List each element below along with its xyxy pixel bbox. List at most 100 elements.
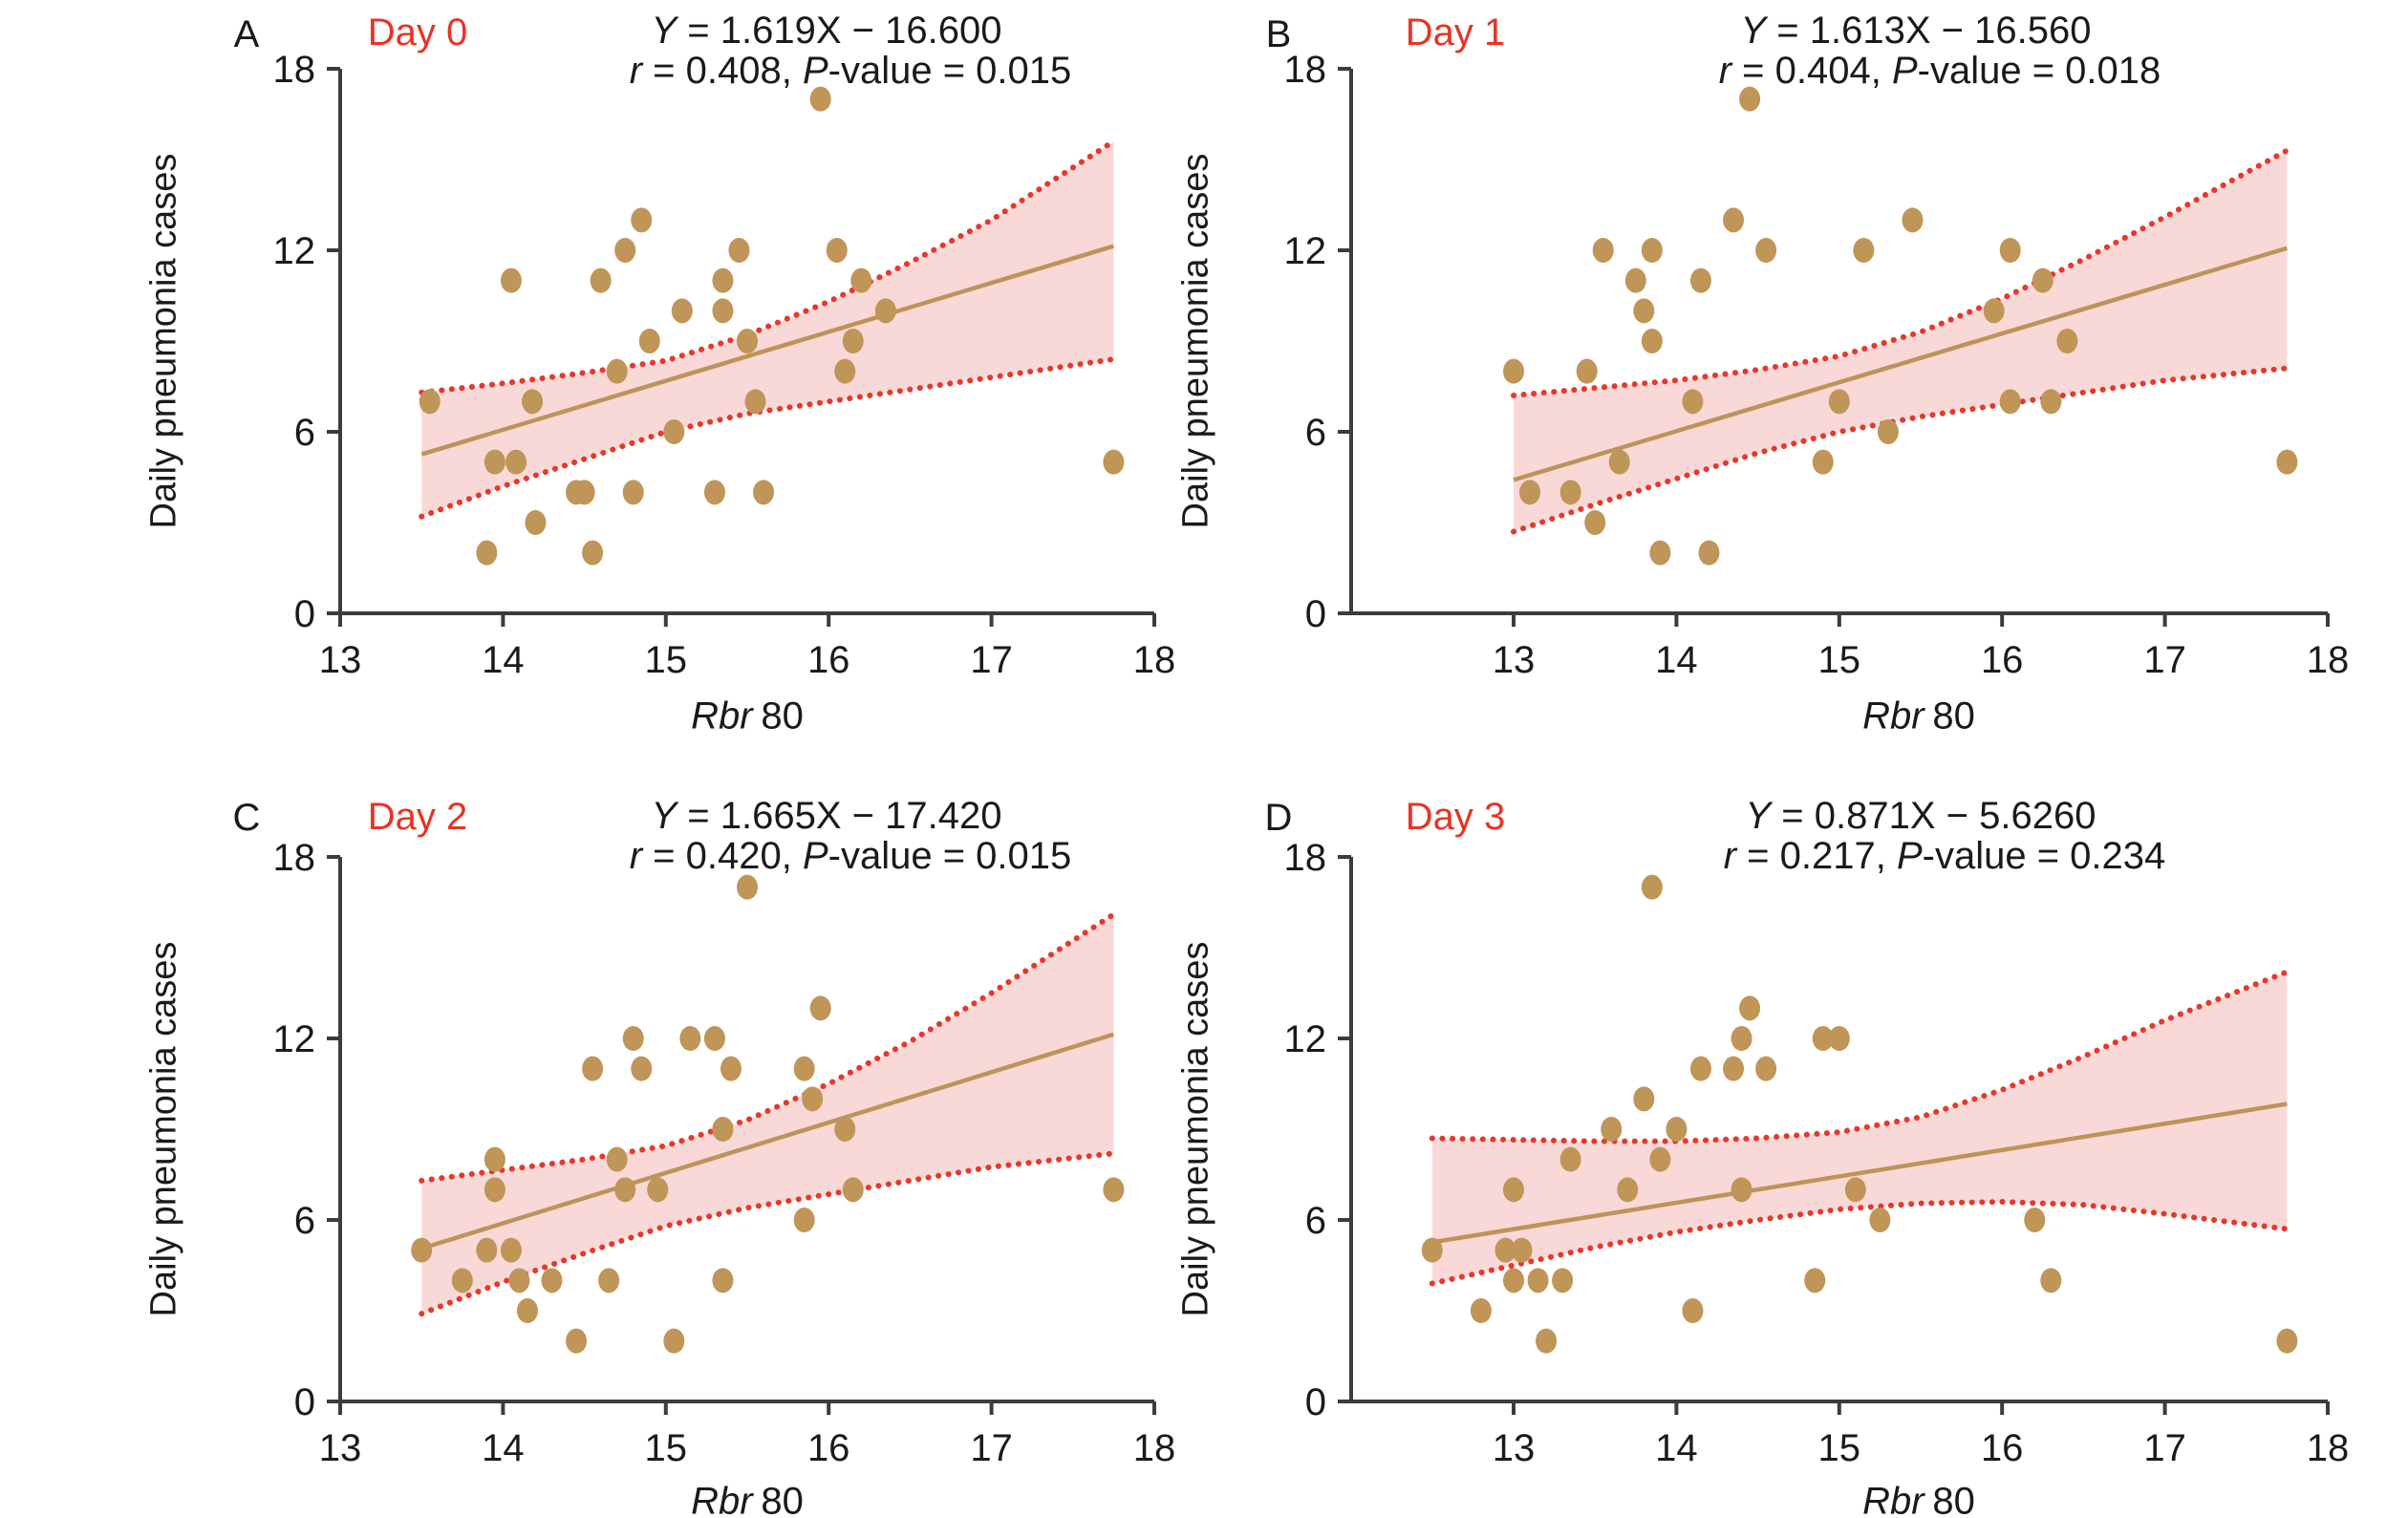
data-point — [1633, 298, 1655, 324]
panel-b-plot: 0 6 12 18 13 14 15 16 17 18 — [1284, 49, 2350, 681]
data-point — [419, 389, 441, 415]
x-tick-label: 16 — [1981, 1427, 2024, 1469]
data-point — [744, 389, 766, 415]
y-tick-label: 6 — [1305, 1200, 1326, 1242]
data-point — [802, 1086, 824, 1112]
panel-c-plot: 0 6 12 18 13 14 15 16 17 18 — [273, 837, 1176, 1469]
x-tick-label: 13 — [1493, 639, 1536, 681]
panel-a-stats: r = 0.408, P-value = 0.015 — [629, 50, 1072, 92]
panel-a-y-axis-title: Daily pneumonia cases — [143, 153, 184, 529]
data-point — [712, 1268, 734, 1294]
tick-labels: 0 6 12 18 13 14 15 16 17 18 — [273, 837, 1176, 1469]
ci-lower-dotted-line — [419, 1150, 1117, 1317]
data-point — [1723, 1056, 1745, 1081]
data-point — [1812, 1025, 1834, 1051]
y-tick-label: 0 — [294, 1381, 315, 1423]
data-point — [1503, 1268, 1524, 1294]
data-point — [1559, 480, 1581, 505]
data-point — [638, 328, 660, 353]
data-point — [1576, 358, 1598, 384]
ci-lower-dotted-line — [1429, 1198, 2290, 1287]
data-point — [671, 298, 693, 324]
y-tick-label: 0 — [1305, 1381, 1326, 1423]
data-point — [525, 509, 547, 535]
data-point — [1682, 1297, 1704, 1323]
x-tick-label: 18 — [2307, 1427, 2350, 1469]
data-point — [793, 1056, 815, 1081]
y-tick-label: 18 — [273, 49, 316, 91]
scatter-points — [1421, 874, 2298, 1354]
x-tick-label: 16 — [807, 1427, 850, 1469]
regression-line — [1431, 1101, 2288, 1245]
axis-ticks — [1338, 66, 2330, 627]
y-tick-label: 18 — [1284, 837, 1327, 879]
panel-d-y-axis-title: Daily pneumonia cases — [1175, 941, 1216, 1317]
data-point — [874, 298, 896, 324]
panel-d-plot: 0 6 12 18 13 14 15 16 17 18 — [1284, 837, 2350, 1469]
x-tick-label: 18 — [1133, 639, 1176, 681]
data-point — [1503, 358, 1524, 384]
data-point — [1731, 1177, 1752, 1203]
y-tick-label: 6 — [294, 1200, 315, 1242]
axis-ticks — [327, 66, 1156, 627]
data-point — [712, 1116, 734, 1142]
data-point — [842, 328, 864, 353]
data-point — [1844, 1177, 1866, 1203]
data-point — [1755, 1056, 1777, 1081]
data-point — [663, 418, 685, 444]
data-point — [703, 1025, 725, 1051]
data-point — [1666, 1116, 1688, 1142]
confidence-band — [1514, 150, 2288, 532]
data-point — [622, 1025, 644, 1051]
data-point — [1682, 389, 1704, 415]
data-point — [1503, 1177, 1524, 1203]
data-point — [737, 328, 758, 353]
x-tick-label: 18 — [2307, 639, 2350, 681]
x-tick-label: 13 — [319, 639, 362, 681]
y-tick-label: 12 — [273, 230, 316, 272]
data-point — [809, 86, 831, 112]
data-point — [712, 298, 734, 324]
data-point — [737, 874, 758, 900]
data-point — [1804, 1268, 1826, 1294]
data-point — [614, 1177, 636, 1203]
confidence-band — [421, 914, 1114, 1315]
y-tick-label: 6 — [294, 412, 315, 454]
data-point — [476, 540, 498, 566]
y-tick-label: 12 — [1284, 1018, 1327, 1060]
data-point — [606, 358, 628, 384]
x-tick-label: 15 — [1818, 1427, 1861, 1469]
panel-a-equation: Y = 1.619X − 16.600 — [651, 10, 1002, 52]
y-tick-label: 18 — [1284, 49, 1327, 91]
x-tick-label: 14 — [1655, 1427, 1698, 1469]
x-tick-label: 16 — [807, 639, 850, 681]
panel-d-day-label: Day 3 — [1405, 796, 1506, 838]
panel-d-stats: r = 0.217, P-value = 0.234 — [1723, 835, 2166, 877]
data-point — [1641, 237, 1663, 263]
y-tick-label: 12 — [1284, 230, 1327, 272]
x-tick-label: 15 — [1818, 639, 1861, 681]
data-point — [1536, 1328, 1558, 1354]
data-point — [508, 1268, 530, 1294]
data-point — [1633, 1086, 1655, 1112]
panel-b-x-axis-title: Rbr 80 — [1862, 695, 1975, 738]
data-point — [2056, 328, 2078, 353]
x-tick-label: 16 — [1981, 639, 2024, 681]
x-tick-label: 17 — [2143, 1427, 2186, 1469]
data-point — [753, 480, 775, 505]
data-point — [1999, 237, 2021, 263]
data-point — [720, 1056, 742, 1081]
data-point — [1470, 1297, 1492, 1323]
data-point — [1511, 1237, 1533, 1263]
data-point — [1624, 267, 1646, 293]
x-tick-label: 14 — [482, 1427, 525, 1469]
ci-upper-dotted-line — [1511, 147, 2290, 398]
data-point — [712, 267, 734, 293]
data-point — [566, 1328, 588, 1354]
data-point — [1649, 1146, 1671, 1172]
data-point — [1617, 1177, 1639, 1203]
data-point — [793, 1207, 815, 1232]
x-tick-label: 17 — [970, 1427, 1013, 1469]
panel-a-plot: 0 6 12 18 13 14 15 16 17 18 — [273, 49, 1176, 681]
data-point — [1103, 1177, 1125, 1203]
